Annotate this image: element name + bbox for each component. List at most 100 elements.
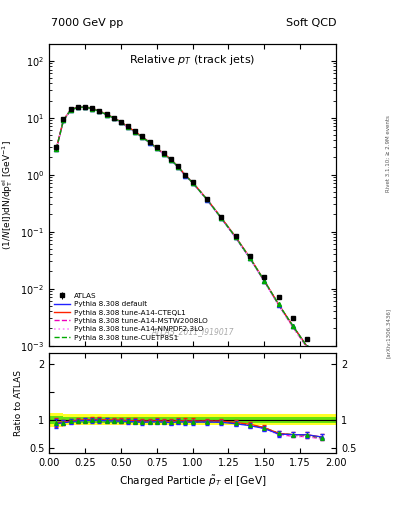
Bar xyxy=(85,414,92,425)
Bar xyxy=(207,417,221,422)
Pythia 8.308 tune-A14-MSTW2008LO xyxy=(140,134,145,140)
Pythia 8.308 tune-A14-NNPDF2.3LO xyxy=(248,255,252,262)
Bar xyxy=(149,417,157,422)
Pythia 8.308 tune-A14-NNPDF2.3LO xyxy=(68,107,73,113)
Pythia 8.308 tune-A14-CTEQL1 xyxy=(319,367,324,373)
Pythia 8.308 tune-A14-CTEQL1 xyxy=(147,139,152,145)
Line: Pythia 8.308 default: Pythia 8.308 default xyxy=(56,107,321,370)
Pythia 8.308 tune-A14-CTEQL1 xyxy=(140,134,145,140)
Bar xyxy=(279,414,293,425)
Pythia 8.308 tune-CUETP8S1 xyxy=(104,112,109,118)
Pythia 8.308 tune-CUETP8S1 xyxy=(75,104,80,111)
Bar xyxy=(279,417,293,422)
Bar xyxy=(321,417,336,422)
Pythia 8.308 default xyxy=(169,157,173,163)
Pythia 8.308 default xyxy=(140,134,145,140)
Pythia 8.308 tune-CUETP8S1 xyxy=(190,180,195,186)
Pythia 8.308 tune-A14-NNPDF2.3LO xyxy=(119,119,123,125)
Pythia 8.308 tune-A14-NNPDF2.3LO xyxy=(147,140,152,146)
Pythia 8.308 tune-CUETP8S1 xyxy=(183,173,188,179)
Bar xyxy=(78,417,85,422)
Pythia 8.308 tune-CUETP8S1 xyxy=(140,134,145,140)
Pythia 8.308 tune-A14-MSTW2008LO xyxy=(183,172,188,178)
Pythia 8.308 tune-A14-MSTW2008LO xyxy=(291,324,296,330)
Pythia 8.308 tune-A14-MSTW2008LO xyxy=(305,345,310,351)
Pythia 8.308 default xyxy=(176,164,181,170)
Pythia 8.308 tune-CUETP8S1 xyxy=(83,104,87,110)
Pythia 8.308 tune-A14-MSTW2008LO xyxy=(126,124,130,130)
Pythia 8.308 tune-A14-MSTW2008LO xyxy=(111,115,116,121)
Pythia 8.308 tune-A14-NNPDF2.3LO xyxy=(291,324,296,330)
Pythia 8.308 tune-A14-MSTW2008LO xyxy=(233,234,238,240)
Pythia 8.308 tune-A14-MSTW2008LO xyxy=(90,105,95,112)
Pythia 8.308 tune-A14-MSTW2008LO xyxy=(176,164,181,170)
Bar xyxy=(92,414,99,425)
Pythia 8.308 default xyxy=(319,367,324,373)
Pythia 8.308 tune-CUETP8S1 xyxy=(248,255,252,261)
Bar xyxy=(178,417,185,422)
Bar xyxy=(71,417,78,422)
Bar xyxy=(193,414,207,425)
Pythia 8.308 tune-A14-NNPDF2.3LO xyxy=(133,129,138,135)
Pythia 8.308 default xyxy=(83,104,87,110)
Bar xyxy=(49,416,64,423)
Pythia 8.308 tune-A14-NNPDF2.3LO xyxy=(183,173,188,179)
Pythia 8.308 tune-CUETP8S1 xyxy=(68,107,73,113)
Bar xyxy=(92,417,99,422)
Bar xyxy=(135,414,142,425)
Pythia 8.308 default xyxy=(248,255,252,262)
Text: 7000 GeV pp: 7000 GeV pp xyxy=(51,18,123,28)
Pythia 8.308 tune-A14-MSTW2008LO xyxy=(319,368,324,374)
Bar xyxy=(128,417,135,422)
Pythia 8.308 tune-A14-MSTW2008LO xyxy=(154,145,159,151)
Pythia 8.308 tune-A14-NNPDF2.3LO xyxy=(305,345,310,351)
Bar xyxy=(250,414,264,425)
Pythia 8.308 tune-A14-MSTW2008LO xyxy=(97,108,102,114)
Pythia 8.308 tune-A14-NNPDF2.3LO xyxy=(162,151,166,157)
Pythia 8.308 tune-A14-NNPDF2.3LO xyxy=(190,180,195,186)
Pythia 8.308 tune-A14-NNPDF2.3LO xyxy=(262,279,267,285)
Pythia 8.308 tune-CUETP8S1 xyxy=(133,129,138,135)
Bar xyxy=(128,414,135,425)
Bar xyxy=(121,417,128,422)
Pythia 8.308 tune-A14-CTEQL1 xyxy=(169,156,173,162)
Text: ATLAS_2011_I919017: ATLAS_2011_I919017 xyxy=(151,328,234,336)
Bar xyxy=(236,417,250,422)
Pythia 8.308 default xyxy=(154,145,159,152)
Pythia 8.308 tune-A14-CTEQL1 xyxy=(276,301,281,307)
Pythia 8.308 tune-A14-NNPDF2.3LO xyxy=(154,145,159,152)
Pythia 8.308 tune-CUETP8S1 xyxy=(169,157,173,163)
Bar xyxy=(78,414,85,425)
Pythia 8.308 tune-A14-MSTW2008LO xyxy=(61,117,66,123)
Pythia 8.308 tune-A14-NNPDF2.3LO xyxy=(126,124,130,131)
Pythia 8.308 tune-A14-CTEQL1 xyxy=(176,164,181,170)
Pythia 8.308 tune-A14-NNPDF2.3LO xyxy=(205,197,209,203)
Pythia 8.308 tune-CUETP8S1 xyxy=(154,145,159,151)
Pythia 8.308 default xyxy=(75,104,80,111)
Pythia 8.308 tune-A14-NNPDF2.3LO xyxy=(140,134,145,140)
Pythia 8.308 tune-A14-MSTW2008LO xyxy=(54,145,59,152)
Bar xyxy=(64,417,71,422)
Bar xyxy=(142,414,149,425)
Pythia 8.308 tune-A14-CTEQL1 xyxy=(61,117,66,123)
Pythia 8.308 tune-CUETP8S1 xyxy=(90,105,95,112)
Pythia 8.308 default xyxy=(111,115,116,121)
Pythia 8.308 tune-A14-MSTW2008LO xyxy=(262,278,267,284)
Pythia 8.308 default xyxy=(219,215,224,221)
Pythia 8.308 tune-A14-MSTW2008LO xyxy=(68,107,73,113)
Bar xyxy=(114,417,121,422)
Pythia 8.308 tune-CUETP8S1 xyxy=(162,151,166,157)
Bar xyxy=(264,414,279,425)
Pythia 8.308 default xyxy=(68,107,73,113)
Bar xyxy=(71,414,78,425)
Pythia 8.308 tune-A14-MSTW2008LO xyxy=(162,151,166,157)
Bar xyxy=(171,417,178,422)
Bar xyxy=(64,414,71,425)
Pythia 8.308 tune-CUETP8S1 xyxy=(291,323,296,329)
Pythia 8.308 tune-A14-CTEQL1 xyxy=(162,151,166,157)
Pythia 8.308 tune-A14-NNPDF2.3LO xyxy=(319,368,324,374)
Pythia 8.308 tune-A14-CTEQL1 xyxy=(54,145,59,152)
Pythia 8.308 tune-A14-CTEQL1 xyxy=(183,172,188,178)
Text: [arXiv:1306.3436]: [arXiv:1306.3436] xyxy=(386,308,391,358)
Pythia 8.308 tune-A14-NNPDF2.3LO xyxy=(276,302,281,308)
